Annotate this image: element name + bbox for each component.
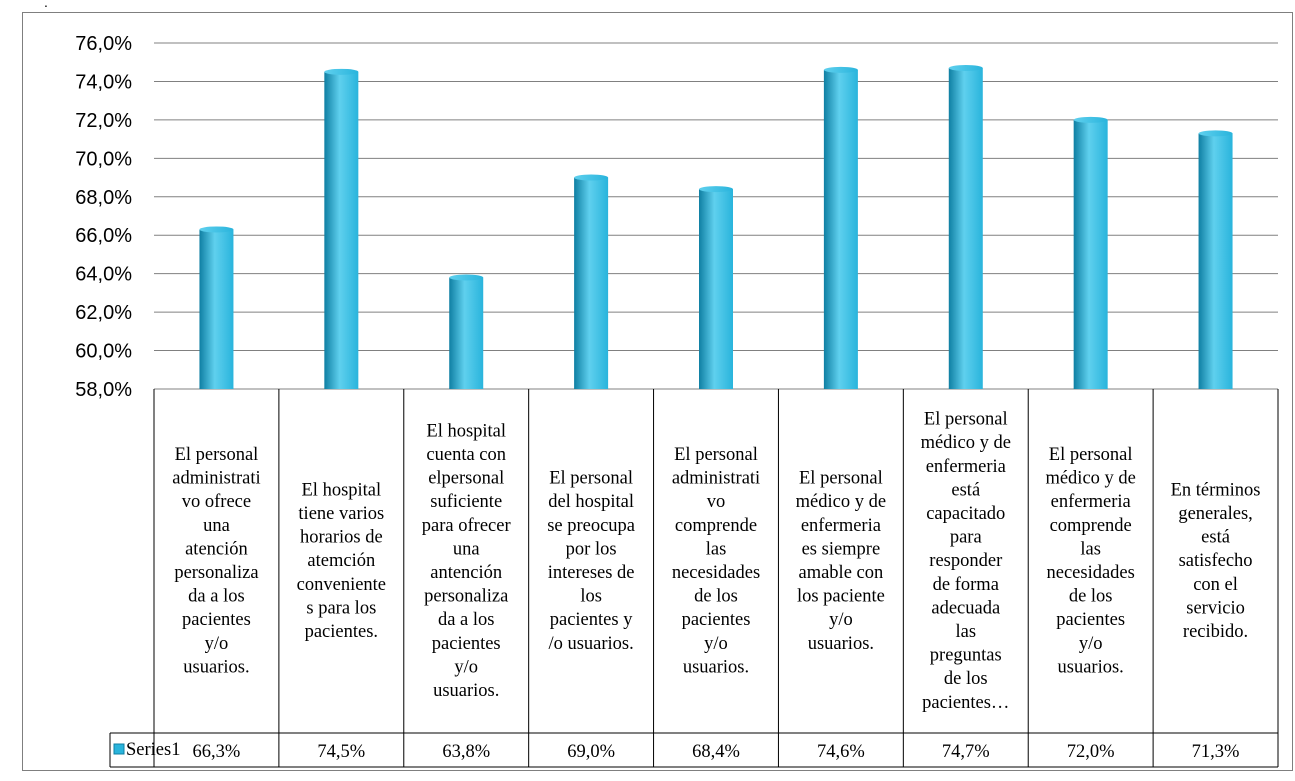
bar: [699, 189, 733, 389]
data-label: 74,6%: [817, 742, 865, 762]
data-label: 72,0%: [1067, 742, 1115, 762]
data-label: 71,3%: [1192, 742, 1240, 762]
category-label: El personal del hospital se preocupa por lo…: [547, 469, 635, 654]
bar: [324, 71, 359, 389]
y-tick-label: 72,0%: [75, 110, 132, 132]
data-label: 74,7%: [942, 742, 990, 762]
bar-cap: [574, 174, 609, 181]
bar: [574, 177, 609, 389]
category-label: El hospital cuenta con elpersonal suficient…: [422, 421, 511, 701]
bar-cap: [1073, 116, 1108, 123]
data-label: 66,3%: [193, 742, 241, 762]
y-tick-label: 58,0%: [75, 379, 132, 401]
y-tick-label: 70,0%: [75, 148, 132, 170]
chart-border: [22, 12, 1293, 771]
bars: [199, 64, 1233, 390]
series-name: Series1: [126, 740, 180, 760]
category-label: El hospital tiene varios horarios de atemci…: [297, 480, 386, 642]
y-tick-label: 68,0%: [75, 187, 132, 209]
y-tick-label: 76,0%: [75, 33, 132, 55]
data-label: 68,4%: [692, 742, 740, 762]
y-tick-label: 62,0%: [75, 302, 132, 324]
data-table: El personal administrati vo ofrece una atenc…: [109, 389, 1279, 768]
bar: [948, 67, 983, 389]
data-label: 63,8%: [442, 742, 490, 762]
bar: [1198, 133, 1233, 389]
y-tick-label: 74,0%: [75, 71, 132, 93]
bar-cap: [449, 274, 484, 281]
bar-cap: [823, 66, 858, 73]
category-label: El personal médico y de enfermeria es siemp…: [796, 469, 886, 654]
bar-cap: [1198, 130, 1233, 137]
data-label: 74,5%: [317, 742, 365, 762]
bar-cap: [199, 226, 234, 233]
category-label: El personal administrati vo ofrece una atenc…: [172, 445, 260, 677]
category-label: El personal médico y de enfermeria está capa…: [921, 410, 1011, 713]
y-axis-ticks: 58,0% 60,0% 62,0% 64,0% 66,0% 68,0% 70,0% 72,0%…: [75, 33, 132, 401]
bar: [823, 69, 858, 390]
data-label: 69,0%: [567, 742, 615, 762]
y-tick-label: 66,0%: [75, 225, 132, 247]
category-label: El personal administrati vo comprende las nec…: [672, 445, 760, 677]
y-tick-label: 60,0%: [75, 341, 132, 363]
bar-cap: [948, 64, 983, 71]
legend-key: [113, 743, 125, 755]
bar-cap: [699, 186, 733, 193]
bar: [449, 277, 484, 389]
category-label: En términos generales, está satisfecho con e…: [1171, 480, 1261, 642]
bar-cap: [324, 68, 359, 75]
category-label: El personal médico y de enfermeria comprend…: [1045, 445, 1135, 677]
corner-marker: .: [44, 0, 48, 10]
bar: [1073, 119, 1108, 389]
y-tick-label: 64,0%: [75, 264, 132, 286]
bar: [199, 229, 234, 389]
